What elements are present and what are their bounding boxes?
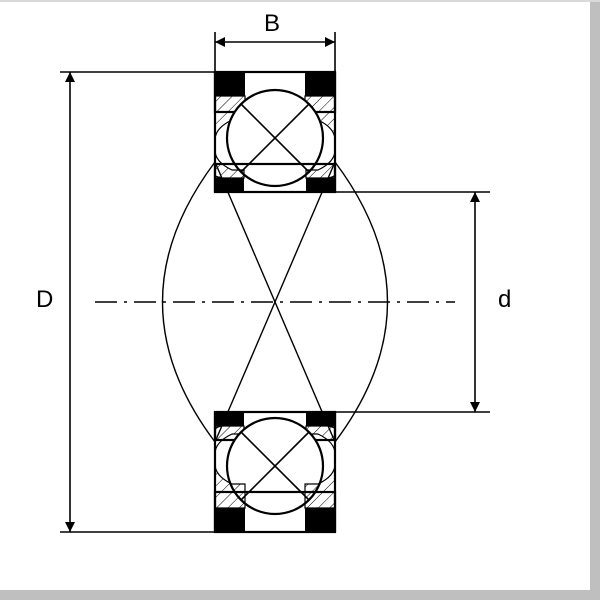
- label-D: D: [36, 288, 53, 312]
- contact-lines: [163, 162, 388, 442]
- frame-rule-top: [0, 0, 600, 2]
- frame-shadow-right: [590, 0, 600, 600]
- top-section: [215, 72, 335, 192]
- diagram-stage: D d B: [0, 0, 600, 600]
- label-d: d: [498, 288, 511, 312]
- bottom-section: [215, 412, 335, 532]
- dimension-B: [215, 32, 335, 72]
- frame-shadow-bottom: [0, 590, 600, 600]
- label-B: B: [264, 12, 280, 36]
